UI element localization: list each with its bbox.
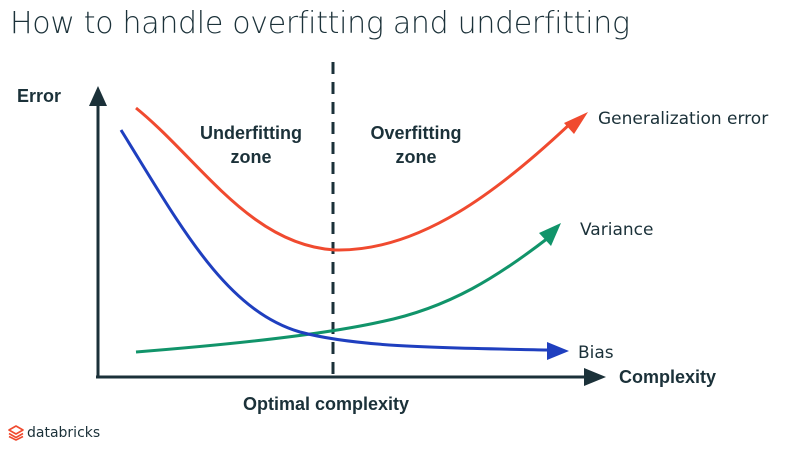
databricks-logo-icon xyxy=(8,425,24,441)
bias-label: Bias xyxy=(578,343,614,363)
generalization-error-curve xyxy=(135,106,574,252)
x-axis-label: Complexity xyxy=(619,367,716,387)
underfitting-zone-label-line2: zone xyxy=(230,147,271,167)
variance-curve xyxy=(135,236,549,354)
page-title: How to handle overfitting and underfitti… xyxy=(10,6,630,41)
generalization-error-arrow-icon xyxy=(564,112,588,134)
underfitting-zone-label-line1: Underfitting xyxy=(200,123,302,143)
bias-curve xyxy=(119,129,551,352)
y-axis-arrow-icon xyxy=(89,86,107,106)
optimal-complexity-label: Optimal complexity xyxy=(243,394,409,414)
x-axis-arrow-icon xyxy=(584,368,606,386)
bias-arrow-icon xyxy=(547,342,569,360)
generalization-error-label: Generalization error xyxy=(598,109,768,129)
overfitting-zone-label-line1: Overfitting xyxy=(370,123,461,143)
overfitting-zone-label-line2: zone xyxy=(395,147,436,167)
brand-logo: databricks xyxy=(8,425,100,441)
variance-label: Variance xyxy=(580,220,653,240)
y-axis-label: Error xyxy=(17,86,61,106)
brand-name: databricks xyxy=(27,425,101,441)
variance-arrow-icon xyxy=(539,223,561,246)
